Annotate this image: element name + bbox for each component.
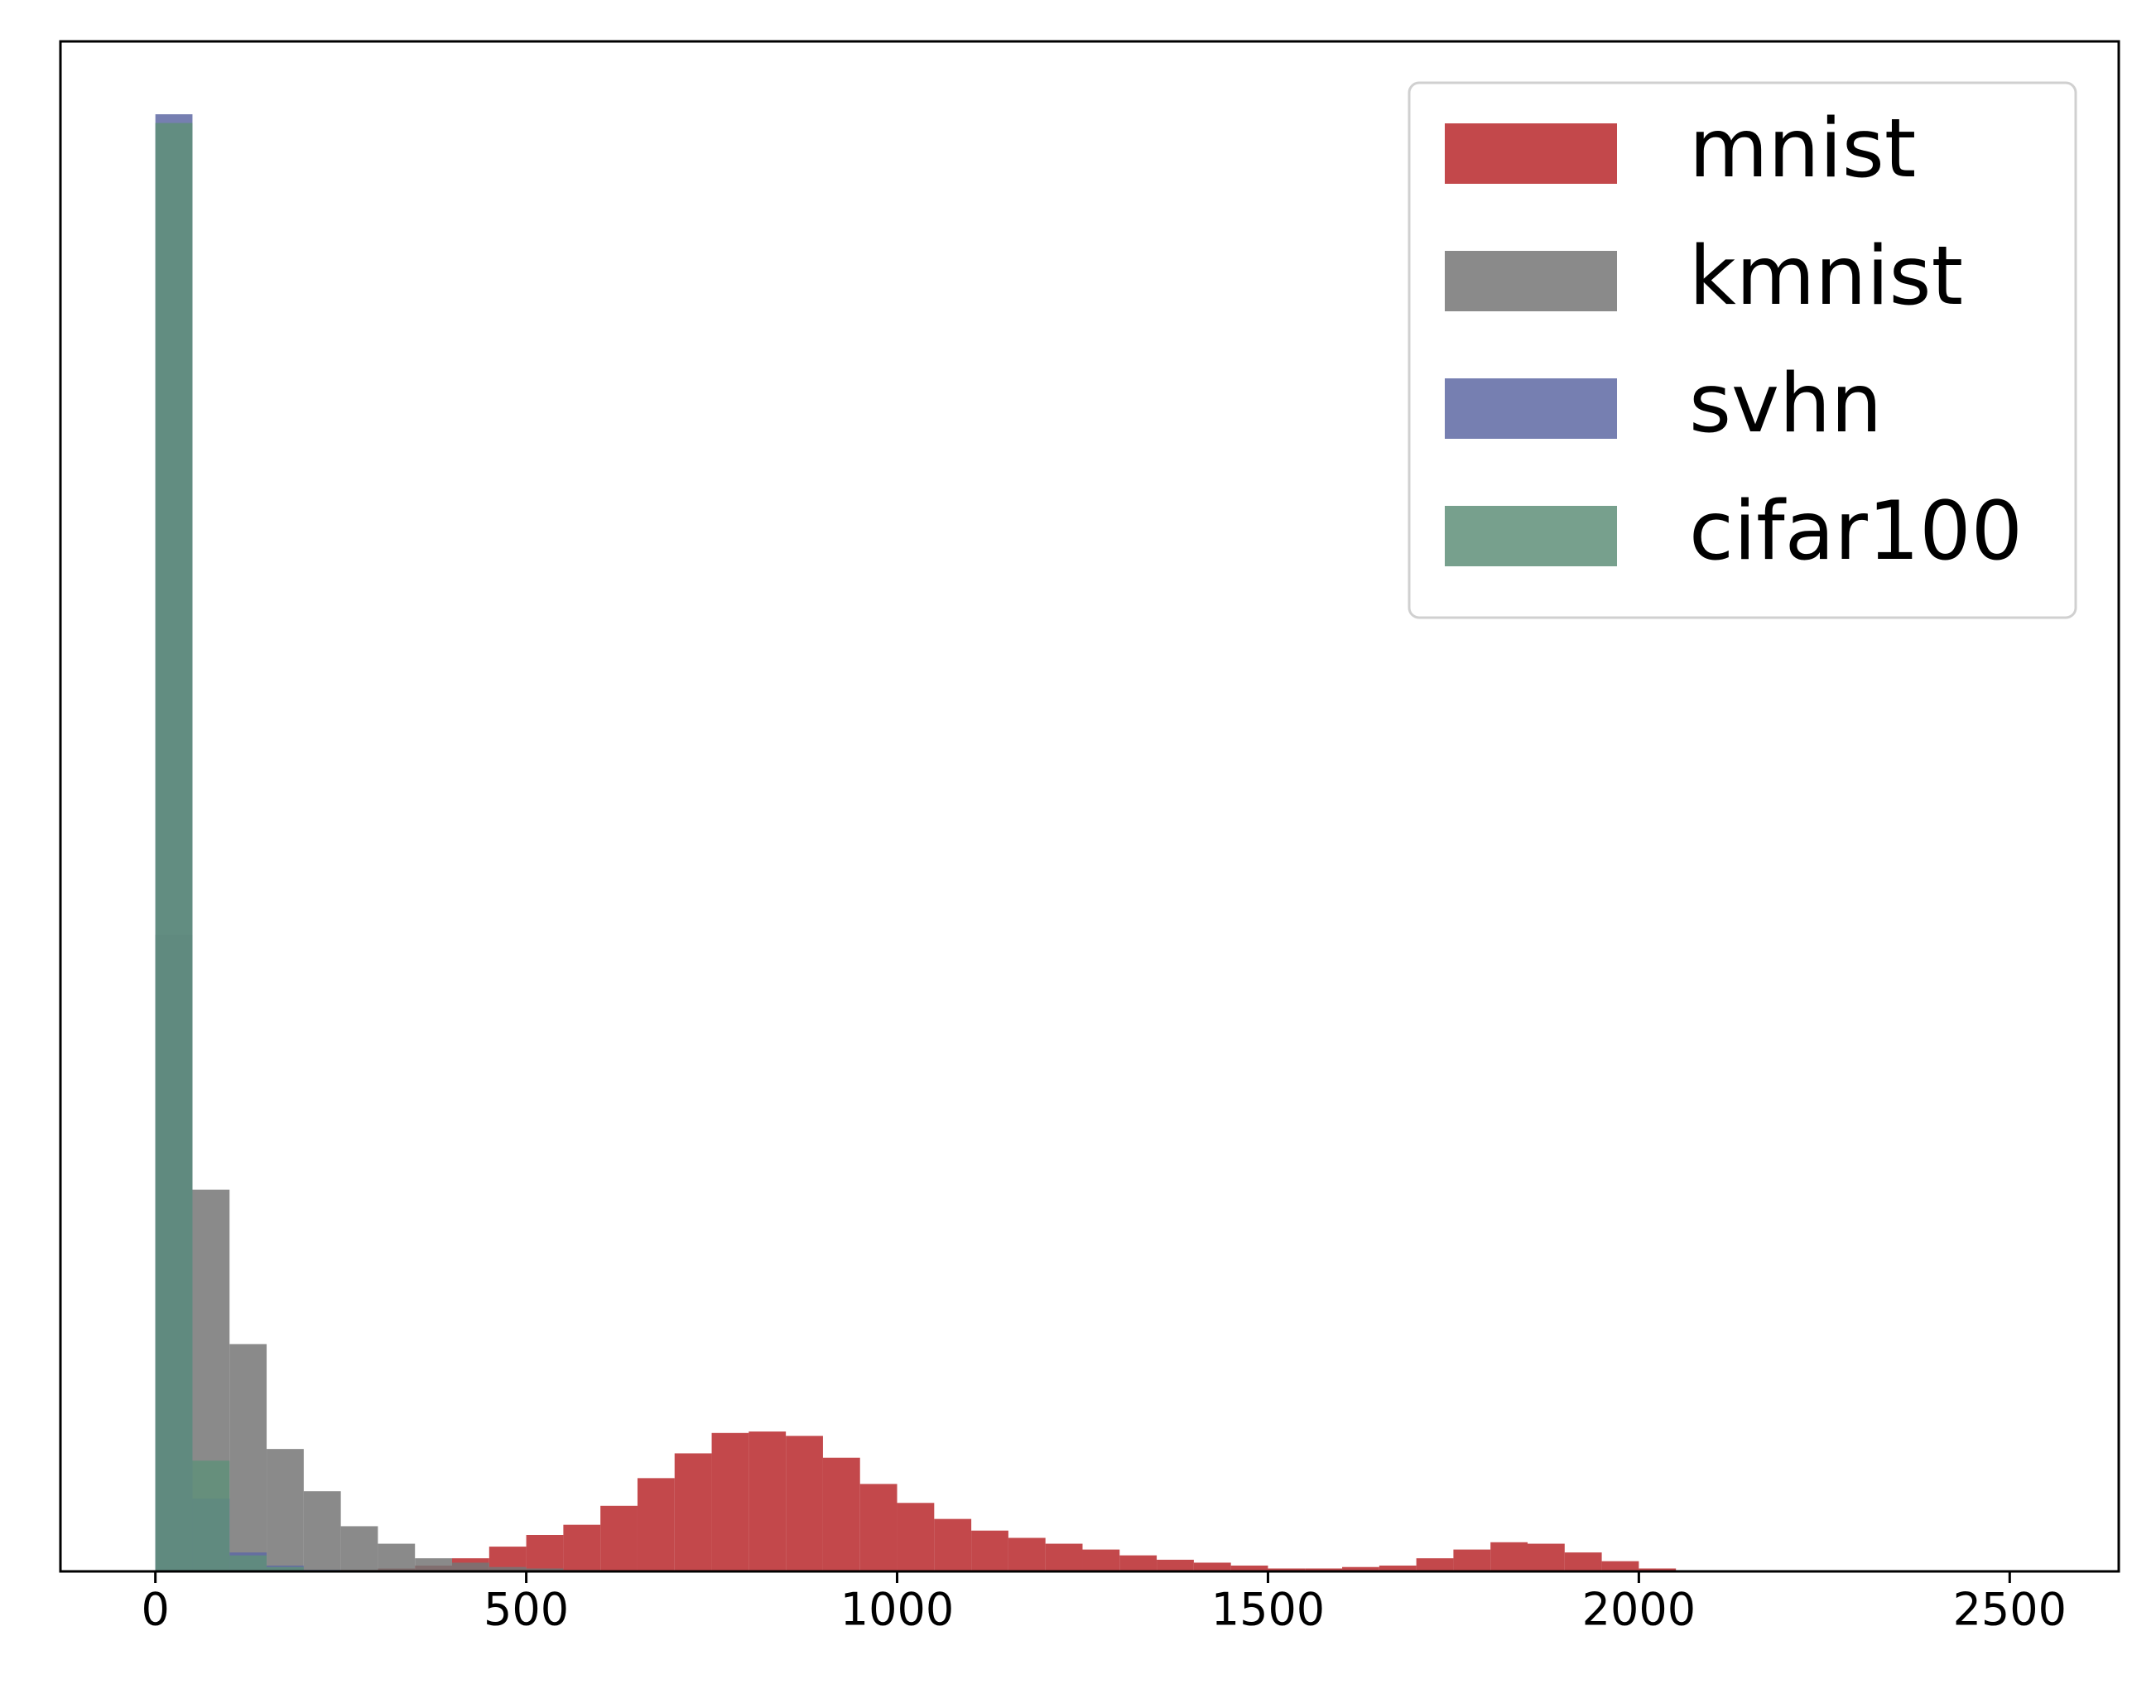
bar xyxy=(1639,1568,1677,1571)
x-tick-label: 2000 xyxy=(1582,1584,1696,1636)
bar xyxy=(1157,1559,1194,1571)
bar xyxy=(488,1566,527,1571)
legend-swatch xyxy=(1445,378,1617,439)
legend-swatch xyxy=(1445,251,1617,311)
legend-swatch xyxy=(1445,506,1617,566)
bar xyxy=(1342,1566,1379,1571)
x-tick-label: 0 xyxy=(141,1584,169,1636)
plot-frame xyxy=(59,40,2120,1573)
bar xyxy=(897,1503,935,1571)
legend-swatch xyxy=(1445,123,1617,184)
bar xyxy=(1528,1543,1565,1571)
bar xyxy=(1082,1549,1120,1571)
bar xyxy=(1379,1565,1417,1571)
bar xyxy=(229,1555,267,1571)
bar xyxy=(711,1432,749,1571)
bar xyxy=(1416,1558,1454,1571)
bar xyxy=(415,1558,453,1571)
bar xyxy=(748,1431,787,1571)
legend-label: mnist xyxy=(1689,102,1916,196)
bar xyxy=(1268,1568,1306,1571)
bar xyxy=(1045,1543,1083,1571)
x-tick-label: 500 xyxy=(484,1584,569,1636)
bar xyxy=(303,1491,341,1571)
bar xyxy=(340,1526,378,1571)
bar xyxy=(1453,1549,1491,1571)
bar xyxy=(155,123,193,1571)
legend-box xyxy=(1408,81,2077,619)
x-tick-label: 2500 xyxy=(1953,1584,2067,1636)
bar xyxy=(859,1484,898,1571)
bar xyxy=(1601,1561,1639,1571)
legend-label: svhn xyxy=(1689,357,1882,451)
bar xyxy=(1119,1555,1157,1571)
bar xyxy=(267,1566,304,1571)
bar xyxy=(267,1449,304,1571)
legend-label: cifar100 xyxy=(1689,484,2023,579)
bar xyxy=(192,1460,230,1571)
bar xyxy=(934,1518,972,1571)
bar xyxy=(1305,1568,1343,1571)
bar xyxy=(971,1530,1008,1571)
bar xyxy=(822,1457,860,1571)
bar xyxy=(674,1453,712,1571)
bar xyxy=(1564,1552,1602,1571)
legend-label: kmnist xyxy=(1689,229,1963,324)
bar xyxy=(786,1436,823,1571)
bar xyxy=(1008,1537,1046,1571)
bar xyxy=(526,1568,564,1571)
bar xyxy=(452,1562,489,1571)
x-tick-label: 1000 xyxy=(840,1584,954,1636)
x-tick-label: 1500 xyxy=(1211,1584,1325,1636)
bar xyxy=(1230,1565,1268,1571)
bar xyxy=(229,1344,267,1571)
bar xyxy=(378,1543,416,1571)
bar xyxy=(526,1535,564,1571)
bar xyxy=(1490,1542,1528,1571)
bar xyxy=(600,1505,638,1571)
bar xyxy=(563,1524,601,1571)
bar xyxy=(637,1478,675,1571)
bar xyxy=(1193,1562,1231,1571)
